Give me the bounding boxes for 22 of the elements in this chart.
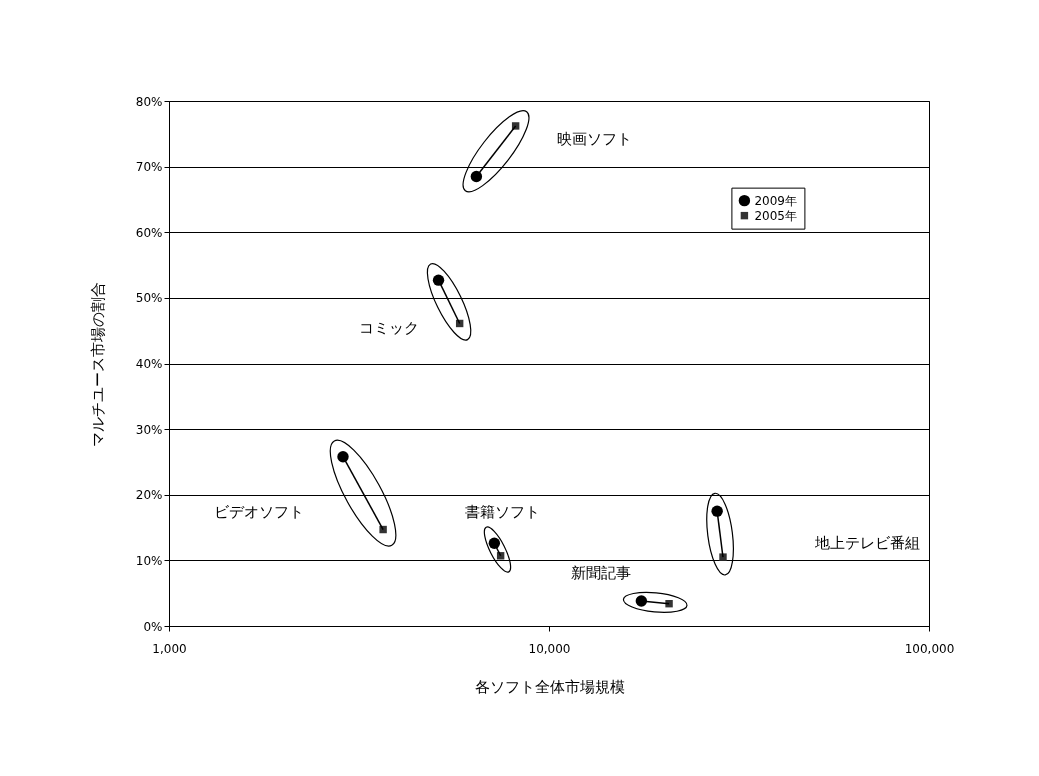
y-tick-label: 30% [135, 422, 163, 437]
y-tick-label: 10% [135, 553, 163, 568]
y-tick-label: 60% [135, 225, 163, 240]
annotation: 新聞記事 [571, 564, 632, 583]
y-tick-label: 50% [135, 291, 163, 306]
legend-label: 2009年 [754, 193, 797, 208]
annotation: 映画ソフト [556, 130, 632, 149]
y-tick-label: 80% [135, 94, 163, 109]
y-tick-label: 40% [135, 357, 163, 371]
y-tick-label: 0% [143, 619, 163, 634]
x-tick-label: 100,000 [904, 641, 955, 656]
annotation: コミック [358, 319, 419, 338]
y-tick-label: 20% [135, 488, 163, 503]
x-tick-label: 10,000 [528, 641, 571, 656]
x-axis-title: 各ソフト全体市場規模 [474, 677, 625, 696]
annotation: 書籍ソフト [464, 503, 540, 522]
y-axis-title: マルチユース市場の割合 [88, 281, 107, 447]
annotation: 地上テレビ番組 [813, 534, 920, 553]
y-tick-label: 70% [135, 160, 163, 175]
legend-label: 2005年 [754, 208, 797, 223]
annotation: ビデオソフト [214, 502, 304, 521]
x-tick-label: 1,000 [152, 641, 187, 656]
